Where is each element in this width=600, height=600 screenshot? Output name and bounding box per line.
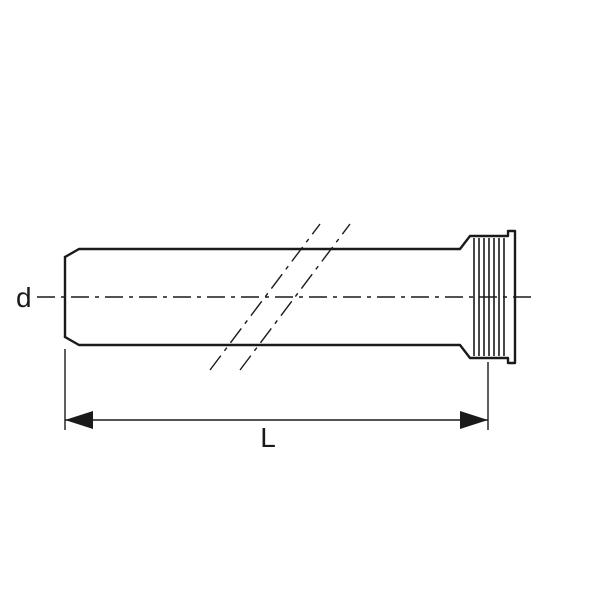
dimension-label-d: d <box>16 282 32 313</box>
pipe-dimension-diagram: d L <box>0 0 600 600</box>
dimension-L <box>65 349 488 430</box>
dimension-label-L: L <box>260 422 276 453</box>
